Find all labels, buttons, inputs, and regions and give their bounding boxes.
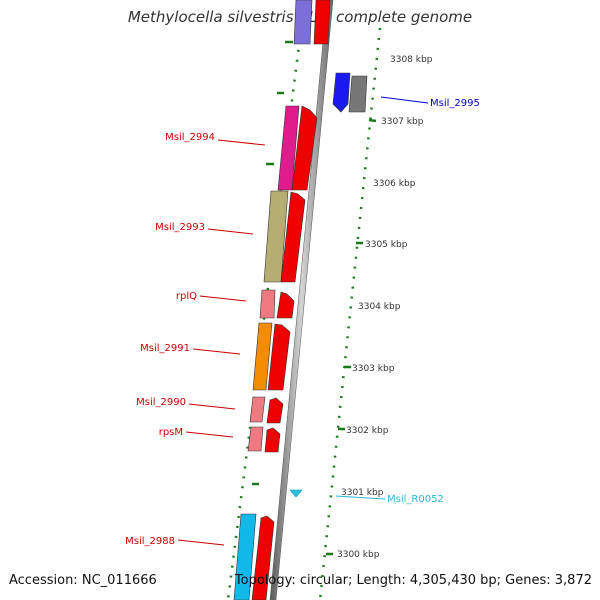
genome-backbone	[269, 0, 334, 600]
major-ticks	[252, 40, 377, 556]
gene-rpsm[interactable]	[247, 426, 264, 452]
gene-partial-purple[interactable]	[293, 0, 313, 45]
cds-msil-2994[interactable]	[291, 105, 318, 191]
cds-partial-top[interactable]	[313, 0, 331, 45]
accession-label: Accession:	[9, 573, 78, 588]
gene-block-gray[interactable]	[348, 75, 368, 113]
gene-msil-2990[interactable]	[249, 396, 266, 423]
accession-text: Accession: NC_011666	[9, 573, 157, 588]
gene-labels: Msil_2994 Msil_2993 rplQ Msil_2991 Msil_…	[125, 98, 480, 547]
label-rpsm: rpsM	[159, 427, 183, 438]
tick-label-3302: 3302 kbp	[346, 426, 389, 436]
cds-rplq[interactable]	[276, 291, 295, 319]
gene-msil-2988[interactable]	[233, 513, 257, 600]
gene-msil-r0052[interactable]	[289, 489, 303, 498]
tick-label-3300: 3300 kbp	[337, 550, 380, 560]
tick-label-3308: 3308 kbp	[390, 55, 433, 65]
cds-msil-2990[interactable]	[266, 397, 284, 424]
tick-label-3303: 3303 kbp	[352, 364, 395, 374]
label-msil-r0052: Msil_R0052	[387, 494, 444, 505]
gene-label-lines	[177, 96, 429, 546]
scale-labels: 3308 kbp 3307 kbp 3306 kbp 3305 kbp 3304…	[337, 55, 433, 560]
accession-value: NC_011666	[81, 573, 157, 588]
label-msil-2993: Msil_2993	[155, 222, 205, 233]
outer-tick-band-right	[318, 27, 382, 600]
tick-label-3307: 3307 kbp	[381, 117, 424, 127]
gene-msil-2991[interactable]	[252, 322, 273, 391]
label-msil-2988: Msil_2988	[125, 536, 175, 547]
tick-label-3306: 3306 kbp	[373, 179, 416, 189]
gene-msil-2995[interactable]	[332, 72, 351, 113]
genome-summary-text: Topology: circular; Length: 4,305,430 bp…	[234, 573, 592, 588]
label-rplq: rplQ	[176, 291, 197, 302]
label-msil-2995: Msil_2995	[430, 98, 480, 109]
label-msil-2994: Msil_2994	[165, 132, 215, 143]
label-msil-2991: Msil_2991	[140, 343, 190, 354]
cds-rpsm[interactable]	[264, 427, 281, 453]
gene-rplq[interactable]	[259, 289, 276, 319]
cds-msil-2988[interactable]	[251, 515, 275, 600]
tick-label-3305: 3305 kbp	[365, 240, 408, 250]
label-msil-2990: Msil_2990	[136, 397, 186, 408]
cds-msil-2993[interactable]	[280, 191, 306, 283]
tick-label-3304: 3304 kbp	[358, 302, 401, 312]
cds-msil-2991[interactable]	[267, 323, 291, 391]
tick-label-3301: 3301 kbp	[341, 488, 384, 498]
